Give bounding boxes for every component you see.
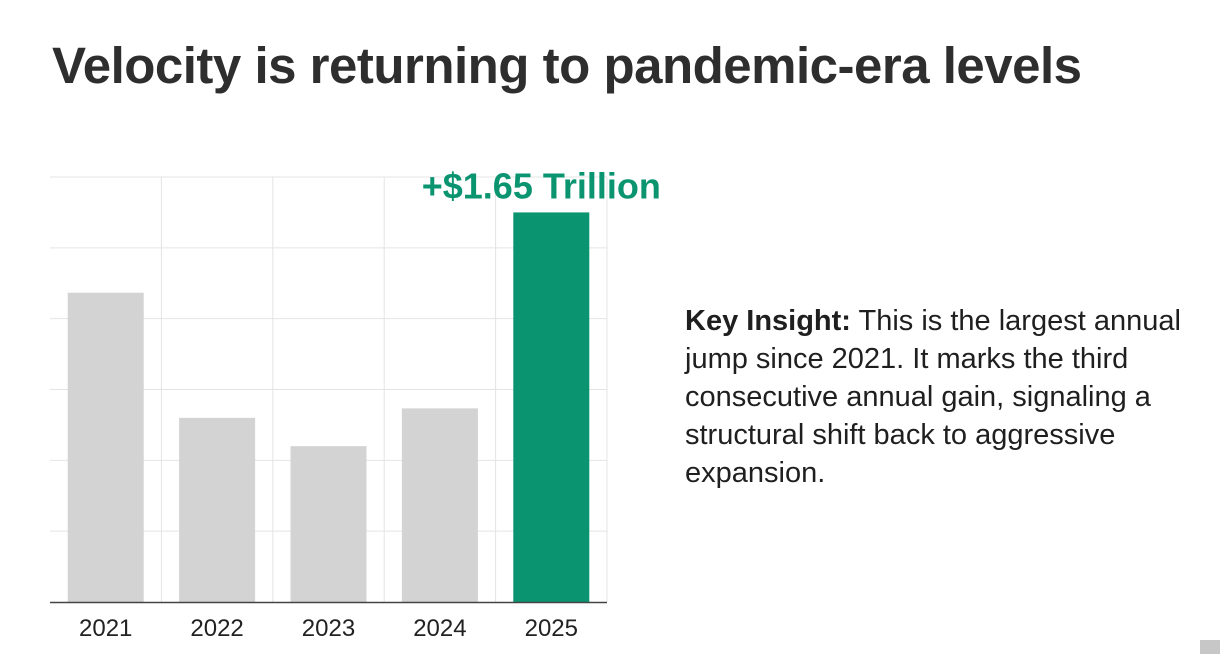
bar-2023 [290, 446, 367, 602]
bar-2022 [179, 417, 256, 602]
tick-label-2022: 2022 [190, 615, 243, 642]
bar-2025 [513, 212, 590, 602]
tick-label-2025: 2025 [525, 615, 578, 642]
corner-marker [1200, 640, 1220, 654]
highlight-annotation: +$1.65 Trillion [422, 165, 661, 206]
key-insight-label: Key Insight: [685, 305, 851, 337]
tick-label-2023: 2023 [302, 615, 355, 642]
tick-label-2021: 2021 [79, 615, 132, 642]
page-title: Velocity is returning to pandemic-era le… [52, 37, 1082, 94]
chart-bars [67, 212, 590, 602]
tick-label-2024: 2024 [413, 615, 466, 642]
bar-2024 [401, 408, 478, 602]
key-insight-text: This is the largest annual jump since 20… [685, 305, 1181, 489]
key-insight: Key Insight: This is the largest annual … [685, 302, 1195, 492]
x-axis-tick-labels: 2021 2022 2023 2024 2025 [79, 615, 578, 642]
bar-2021 [67, 292, 144, 602]
